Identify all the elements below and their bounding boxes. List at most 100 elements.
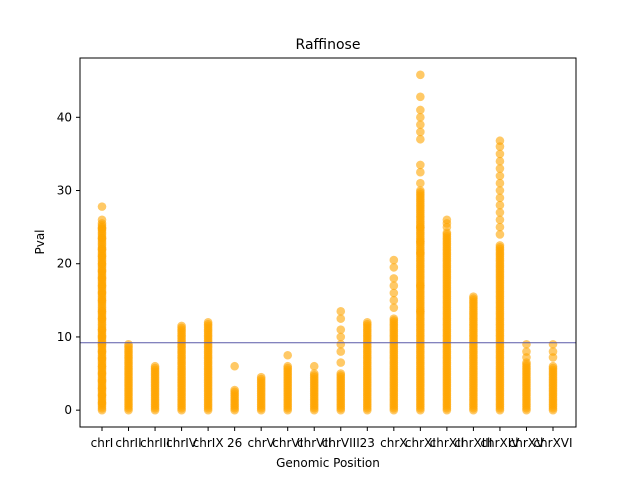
data-point (336, 347, 346, 356)
data-point (495, 186, 505, 195)
x-tick-label: chrI (91, 436, 114, 450)
data-point (389, 296, 399, 305)
y-tick-label: 20 (57, 257, 72, 271)
x-tick-label: chrIII (140, 436, 170, 450)
data-point (283, 361, 293, 371)
x-tick-label: chrXVI (533, 436, 572, 450)
data-point (97, 361, 107, 371)
data-point (362, 318, 372, 327)
data-point (416, 127, 425, 137)
y-axis-ticks: 0 10 20 30 40 (57, 110, 80, 417)
data-point (416, 167, 425, 177)
data-point (389, 288, 399, 298)
data-point (416, 178, 425, 188)
data-point (495, 178, 505, 188)
data-point (97, 307, 107, 316)
data-point (97, 369, 107, 378)
x-tick-label: chrXIII (454, 436, 492, 450)
y-tick-label: 0 (64, 403, 72, 417)
data-point (495, 200, 505, 210)
data-point (389, 281, 399, 290)
data-point (97, 244, 107, 254)
data-point (495, 241, 505, 250)
data-point (336, 332, 346, 342)
data-point (97, 383, 107, 393)
scatter-points (97, 70, 558, 415)
data-point (97, 274, 107, 283)
data-point (416, 134, 425, 144)
data-point (97, 398, 107, 408)
data-point (97, 259, 107, 269)
x-tick-label: chrVIII (322, 436, 360, 450)
x-tick-label: 23 (360, 436, 375, 450)
x-tick-label: chrIX (193, 436, 224, 450)
data-point (309, 361, 319, 371)
data-point (522, 339, 531, 349)
x-axis-label: Genomic Position (276, 456, 380, 470)
data-point (495, 208, 505, 217)
data-point (389, 314, 399, 323)
data-point (97, 339, 107, 349)
data-point (336, 369, 346, 378)
data-point (97, 233, 107, 243)
data-point (230, 361, 239, 371)
data-point (416, 186, 425, 195)
data-point (336, 325, 346, 334)
data-point (336, 339, 346, 349)
data-point (309, 369, 319, 378)
data-point (389, 303, 399, 312)
data-point (469, 292, 478, 301)
data-point (230, 385, 239, 395)
data-point (389, 263, 399, 272)
data-point (495, 230, 505, 239)
data-point (442, 222, 452, 232)
data-point (97, 347, 107, 356)
plot-frame (79, 57, 577, 428)
data-point (416, 281, 425, 290)
data-point (495, 149, 505, 159)
x-tick-label: chrXV (509, 436, 545, 450)
data-point (548, 361, 558, 371)
x-tick-label: chrXI (405, 436, 436, 450)
data-point (495, 193, 505, 203)
data-point (416, 160, 425, 170)
data-point (389, 255, 399, 265)
chart-title: Raffinose (296, 37, 361, 53)
data-point (97, 281, 107, 290)
data-point (336, 307, 346, 316)
data-point (97, 252, 107, 261)
data-point (336, 358, 346, 367)
data-point (97, 215, 107, 225)
data-point (548, 353, 558, 362)
data-point (97, 325, 107, 334)
data-point (124, 339, 133, 349)
data-point (97, 224, 107, 233)
data-point (416, 237, 425, 247)
data-point (495, 164, 505, 173)
data-point (203, 318, 213, 327)
data-point (97, 314, 107, 323)
data-point (416, 92, 425, 102)
x-tick-label: chrVI (272, 436, 303, 450)
data-point (416, 307, 425, 316)
x-tick-label: chrV (247, 436, 275, 450)
data-point (97, 391, 107, 400)
data-point (97, 296, 107, 305)
data-point (256, 372, 266, 382)
data-point (389, 274, 399, 283)
data-point (548, 339, 558, 349)
data-point (177, 321, 186, 331)
data-point (495, 156, 505, 166)
data-point (150, 361, 160, 371)
data-point (283, 350, 293, 360)
x-tick-label: chrXII (430, 436, 464, 450)
data-point (495, 142, 505, 151)
y-axis-label: Pval (33, 229, 47, 254)
data-point (522, 353, 531, 362)
data-point (97, 354, 107, 364)
data-point (416, 120, 425, 129)
data-point (416, 105, 425, 115)
data-point (97, 202, 107, 211)
x-tick-label: chrII (115, 436, 141, 450)
